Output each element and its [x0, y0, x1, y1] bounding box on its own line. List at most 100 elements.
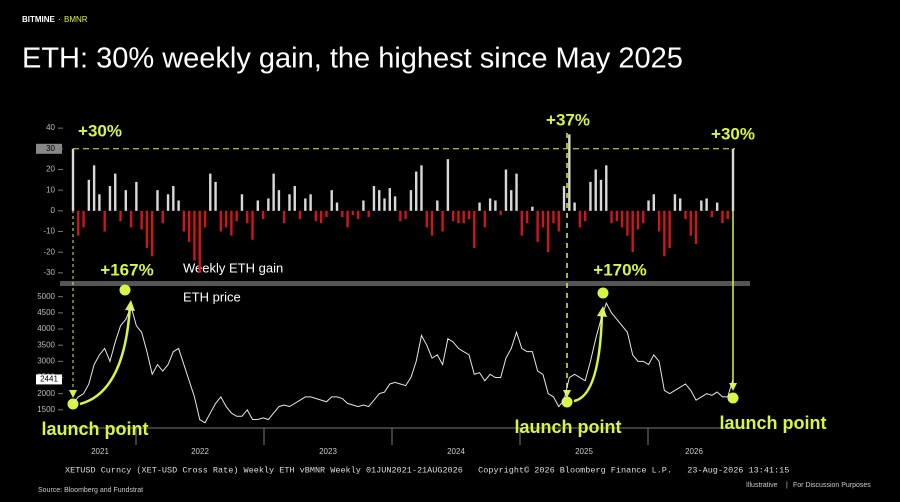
bar: [209, 173, 212, 211]
bar: [314, 210, 318, 222]
y-tick-label: 40: [46, 123, 55, 132]
bar: [457, 210, 460, 224]
bar: [657, 210, 661, 232]
bar: [726, 210, 729, 220]
bar: [541, 210, 545, 228]
annotation: +30%: [78, 121, 122, 140]
bar: [356, 210, 360, 220]
tick-box: [36, 143, 62, 154]
y-tick-label: 10: [46, 185, 55, 194]
note: Illustrative: [746, 482, 778, 489]
bar: [436, 200, 439, 211]
bar: [589, 181, 592, 211]
bar: [663, 210, 666, 257]
last-value-label: 2441: [40, 375, 58, 384]
bar: [145, 210, 149, 249]
bar: [298, 210, 302, 220]
arrow-head: [597, 306, 607, 317]
bar: [684, 210, 687, 220]
source: Source: Bloomberg and Fundstrat: [38, 487, 143, 494]
bar: [399, 210, 402, 222]
bar: [483, 210, 487, 228]
bar: [92, 165, 96, 211]
y-tick-label: 4000: [37, 324, 55, 333]
bar: [261, 210, 265, 220]
note2: For Discussion Purposes: [793, 482, 871, 489]
bar: [246, 210, 249, 224]
peak-marker: [597, 287, 609, 299]
bar: [409, 190, 413, 211]
bar: [277, 190, 281, 211]
bar: [351, 210, 355, 215]
bar: [177, 200, 180, 211]
bar: [531, 206, 534, 211]
arrow-heads: [67, 284, 739, 410]
bar: [372, 186, 376, 211]
bar: [610, 210, 613, 224]
curved-arrow: [573, 311, 604, 403]
bar: [605, 165, 608, 211]
y-tick-label: 3000: [37, 356, 55, 365]
bar: [161, 210, 164, 224]
panel-label: ETH price: [183, 289, 241, 304]
bar: [378, 190, 381, 211]
price-line: [72, 301, 734, 424]
annotation: +37%: [546, 110, 590, 129]
annotation: +167%: [100, 260, 153, 279]
launch-label: launch point: [720, 413, 827, 433]
bar: [187, 210, 191, 242]
bar: [430, 210, 434, 236]
annotation: +30%: [711, 124, 755, 143]
bar: [536, 210, 539, 242]
bar: [230, 210, 233, 236]
bar: [441, 210, 444, 232]
x-tick-label: 2021: [91, 447, 109, 456]
curved-arrow: [79, 304, 132, 406]
bar: [172, 186, 175, 211]
y-tick-label: -30: [43, 268, 55, 277]
bar: [568, 134, 571, 211]
bar: [473, 210, 476, 249]
launch-marker: [727, 392, 739, 404]
bar: [710, 210, 714, 218]
bar: [319, 210, 323, 224]
last-value-box: [36, 374, 62, 385]
bar: [341, 210, 344, 218]
bar: [557, 210, 560, 232]
bar: [77, 210, 80, 236]
x-tick-label: 2022: [191, 447, 209, 456]
panel-label: Weekly ETH gain: [183, 260, 283, 275]
bar: [499, 210, 502, 215]
brand: BITMINE: [22, 15, 56, 24]
bar: [235, 210, 238, 222]
bar: [71, 148, 75, 211]
bar: [594, 169, 597, 211]
bar: [404, 210, 407, 220]
bar: [515, 173, 518, 211]
bar: [293, 186, 296, 211]
bar: [129, 210, 133, 228]
bar: [193, 210, 196, 261]
bar: [647, 200, 650, 211]
x-tick-label: 2024: [447, 447, 465, 456]
bar: [103, 210, 106, 232]
bar: [198, 210, 201, 273]
bar: [451, 210, 455, 222]
bar: [520, 210, 523, 236]
bar: [330, 190, 333, 211]
bar: [224, 210, 228, 228]
bar: [87, 179, 91, 211]
bar: [599, 179, 603, 211]
bar: [425, 210, 428, 228]
bar: [309, 194, 312, 211]
bar: [272, 173, 275, 211]
chart-title: ETH: 30% weekly gain, the highest since …: [22, 43, 683, 75]
panel-divider: [60, 281, 750, 286]
note-separator: |: [786, 482, 788, 489]
y-tick-label: 0: [51, 206, 56, 215]
bar: [151, 210, 154, 257]
bar: [478, 202, 481, 211]
bar: [562, 186, 566, 211]
